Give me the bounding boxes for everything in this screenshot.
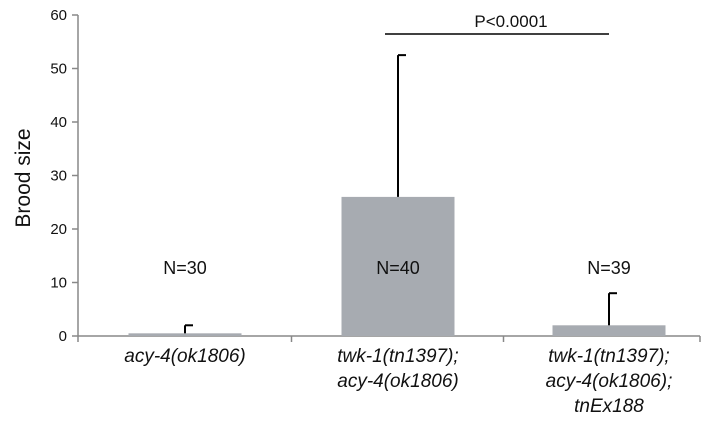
- y-axis-label: Brood size: [12, 128, 35, 227]
- y-tick-label: 20: [50, 221, 67, 238]
- y-tick-label: 40: [50, 114, 67, 131]
- category-label: twk-1(tn1397);: [548, 346, 669, 367]
- category-label: acy-4(ok1806);: [546, 371, 673, 392]
- y-tick-label: 30: [50, 168, 67, 185]
- y-tick-label: 0: [59, 328, 67, 345]
- category-label: acy-4(ok1806): [124, 346, 245, 367]
- category-label: tnEx188: [574, 396, 644, 417]
- y-tick-label: 50: [50, 61, 67, 78]
- n-count-label: N=40: [376, 258, 420, 278]
- labels: N=30 acy-4(ok1806) N=40 twk-1(tn1397); acy-4…: [124, 12, 672, 417]
- bar: [341, 196, 455, 336]
- category-label: twk-1(tn1397);: [337, 346, 458, 367]
- y-tick-label: 10: [50, 275, 67, 292]
- y-tick-label: 60: [50, 7, 67, 24]
- bars: [128, 54, 666, 336]
- n-count-label: N=39: [587, 258, 631, 278]
- significance-label: P<0.0001: [474, 12, 547, 31]
- bar: [128, 333, 242, 336]
- n-count-label: N=30: [163, 258, 207, 278]
- bar: [552, 325, 666, 336]
- category-label: acy-4(ok1806): [337, 371, 458, 392]
